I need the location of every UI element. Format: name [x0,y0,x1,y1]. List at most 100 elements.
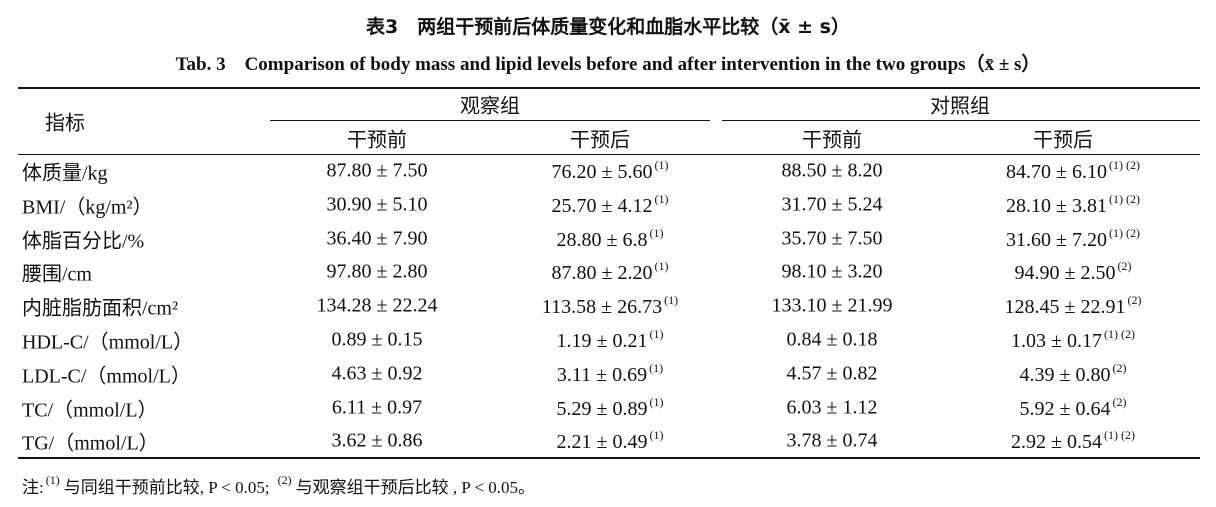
cell: 6.11 ± 0.97 [332,396,422,419]
cell-value: 25.70 ± 4.12 [551,194,653,217]
row-label: LDL-C/（mmol/L） [22,365,191,388]
cell: 31.60 ± 7.20 (1) (2) [1006,226,1140,252]
cell: 30.90 ± 5.10 [327,193,428,216]
cell-note: (1) [649,225,664,240]
cell-note: (1) [649,428,664,443]
cell: 88.50 ± 8.20 [782,160,883,183]
footnote-text: 与同组干预前比较, P < 0.05; [63,478,270,497]
group-rule [270,120,710,121]
cell-value: 3.78 ± 0.74 [786,429,878,452]
bottom-rule [18,457,1200,459]
cell-note: (2) [1117,259,1132,274]
cell-value: 88.50 ± 8.20 [781,159,883,182]
cell-value: 87.80 ± 7.50 [326,159,428,182]
cell-value: 1.19 ± 0.21 [556,330,648,352]
cell: 36.40 ± 7.90 [327,227,428,250]
cell: 76.20 ± 5.60 (1) [552,158,669,184]
cell-value: 97.80 ± 2.80 [326,260,428,283]
cell-value: 0.89 ± 0.15 [331,328,423,351]
cell: 2.21 ± 0.49 (1) [557,428,664,454]
cell-value: 0.84 ± 0.18 [786,328,878,351]
cell-value: 28.10 ± 3.81 [1006,194,1107,217]
cell: 3.62 ± 0.86 [332,430,423,453]
row-label: 体质量/kg [22,162,108,185]
row-label: HDL-C/（mmol/L） [22,331,194,354]
cell-note: (1) (2) [1104,327,1135,341]
group-header: 观察组 [460,95,520,118]
cell: 133.10 ± 21.99 [772,295,893,318]
cell-value: 98.10 ± 3.20 [781,260,883,283]
cell: 128.45 ± 22.91 (2) [1005,293,1142,319]
cell-value: 30.90 ± 5.10 [326,193,428,216]
cell: 6.03 ± 1.12 [787,396,878,419]
cell-value: 128.45 ± 22.91 [1004,296,1126,319]
cell-value: 31.70 ± 5.24 [781,193,883,216]
cell: 3.11 ± 0.69 (1) [557,361,663,387]
cell-value: 36.40 ± 7.90 [326,227,428,250]
cell: 0.84 ± 0.18 [787,329,878,352]
cell: 28.80 ± 6.8 (1) [557,226,664,252]
cell-value: 2.92 ± 0.54 [1011,431,1102,454]
cell: 84.70 ± 6.10 (1) (2) [1006,158,1140,184]
cell-value: 1.03 ± 0.17 [1011,330,1102,352]
phase-header: 干预前 [802,129,862,152]
cell: 28.10 ± 3.81 (1) (2) [1006,192,1140,218]
row-label: TG/（mmol/L） [22,432,159,455]
cell-note: (2) [1112,360,1127,375]
title-cn: 表3 两组干预前后体质量变化和血脂水平比较（x̄ ± s） [366,16,850,38]
group-header: 对照组 [930,95,990,118]
cell-value: 4.63 ± 0.92 [331,362,423,385]
cell-value: 87.80 ± 2.20 [551,262,653,285]
cell-note: (1) (2) [1109,191,1140,206]
cell-note: (1) [649,327,664,341]
cell-value: 113.58 ± 26.73 [541,296,663,319]
cell-note: (1) [649,394,664,409]
cell: 35.70 ± 7.50 [782,227,883,250]
cell-value: 76.20 ± 5.60 [551,161,653,183]
cell-value: 6.03 ± 1.12 [786,396,878,419]
header-indicator: 指标 [45,112,85,135]
cell: 3.78 ± 0.74 [787,430,878,453]
cell-note: (1) [654,191,669,206]
cell-note: (1) (2) [1109,158,1140,172]
cell-value: 31.60 ± 7.20 [1006,228,1107,251]
footnote: 注: (1) 与同组干预前比较, P < 0.05; (2) 与观察组干预后比较 , P… [22,473,541,498]
cell: 2.92 ± 0.54 (1) (2) [1011,428,1135,454]
phase-header: 干预后 [570,129,630,152]
cell: 25.70 ± 4.12 (1) [552,192,669,218]
cell-note: (2) [1127,293,1142,308]
cell-value: 5.92 ± 0.64 [1019,397,1111,420]
phase-header: 干预前 [347,129,407,152]
cell-note: (1) [654,158,669,172]
cell-note: (1) [649,360,664,375]
footnote-mark: (1) [45,473,60,487]
header-rule [18,154,1200,155]
cell: 1.03 ± 0.17 (1) (2) [1011,327,1135,353]
cell: 4.63 ± 0.92 [332,362,423,385]
cell: 5.92 ± 0.64 (2) [1020,395,1127,421]
cell-value: 133.10 ± 21.99 [771,294,893,317]
cell: 87.80 ± 7.50 [327,160,428,183]
cell-note: (1) [664,293,679,308]
cell: 94.90 ± 2.50 (2) [1015,259,1132,285]
phase-header: 干预后 [1033,129,1093,152]
title-en: Tab. 3 Comparison of body mass and lipid… [175,54,1041,75]
cell-value: 35.70 ± 7.50 [781,227,883,250]
cell: 1.19 ± 0.21 (1) [557,327,664,353]
row-label: 腰围/cm [22,263,92,286]
cell-value: 4.39 ± 0.80 [1019,363,1111,386]
cell: 97.80 ± 2.80 [327,261,428,284]
footnote-mark: (2) [277,473,292,487]
cell-value: 94.90 ± 2.50 [1014,262,1116,285]
cell-note: (1) (2) [1109,225,1140,240]
cell-note: (2) [1112,394,1127,409]
cell: 31.70 ± 5.24 [782,193,883,216]
cell-value: 134.28 ± 22.24 [316,294,438,317]
cell-value: 3.62 ± 0.86 [331,429,423,452]
cell-value: 84.70 ± 6.10 [1006,161,1107,183]
cell-value: 4.57 ± 0.82 [786,362,878,385]
cell-value: 28.80 ± 6.8 [556,228,648,251]
cell: 4.57 ± 0.82 [787,362,878,385]
group-rule [722,120,1200,121]
